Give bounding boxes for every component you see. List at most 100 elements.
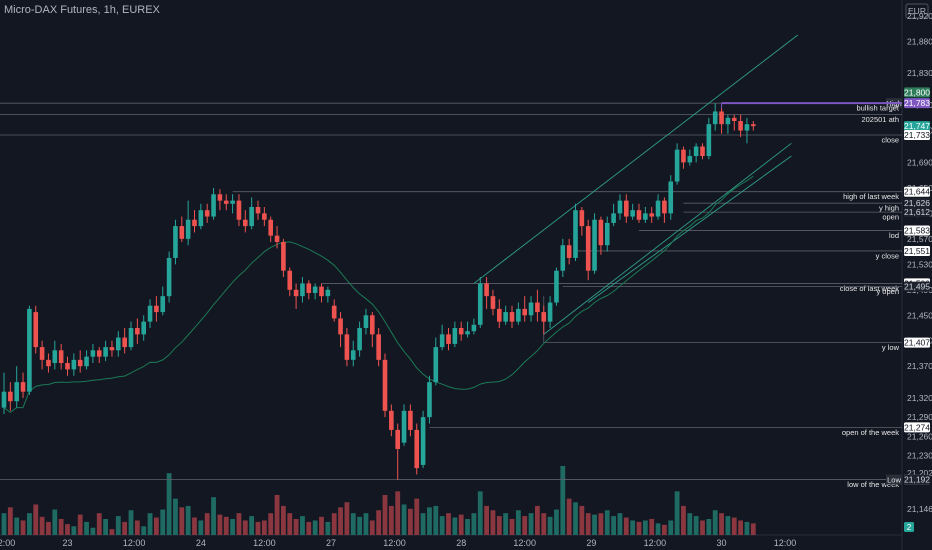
candle-body: [611, 213, 616, 223]
price-badge-text: 21,644: [904, 187, 930, 197]
candle-body: [439, 334, 445, 348]
volume-bar: [700, 520, 705, 535]
candle-body: [141, 321, 146, 335]
volume-bar: [300, 516, 305, 535]
price-badge-text: 21,626: [904, 198, 930, 208]
candle: [65, 356, 70, 376]
candle-body: [293, 289, 299, 297]
candle-body: [166, 257, 172, 297]
volume-bar: [7, 507, 13, 535]
candle: [566, 238, 572, 265]
candle-body: [96, 350, 102, 357]
volume-bar: [585, 513, 591, 535]
y-tick-label: 21,880: [907, 36, 932, 46]
volume-badge: [904, 522, 914, 532]
x-tick-label: 12:00: [774, 538, 797, 548]
candle-body: [58, 350, 64, 364]
candle-body: [446, 334, 451, 344]
candle-body: [408, 410, 413, 430]
x-tick-label: 12:00: [383, 538, 406, 548]
volume-bar: [211, 497, 216, 535]
candle: [293, 283, 299, 309]
trend-channel-line: [587, 155, 792, 303]
candle-body: [103, 347, 108, 357]
level-label: open of the week: [842, 428, 899, 437]
candle: [204, 203, 210, 223]
volume-bar: [477, 491, 483, 535]
price-badge: [904, 121, 930, 132]
candle: [255, 200, 261, 220]
volume-bar: [173, 498, 178, 535]
volume-bar: [471, 513, 477, 535]
candle: [744, 117, 750, 144]
candle-body: [541, 312, 547, 322]
volume-bar: [655, 523, 661, 535]
volume-bar: [706, 519, 712, 535]
candle: [46, 353, 51, 373]
candle: [90, 343, 96, 364]
candle: [643, 206, 648, 223]
candle: [236, 194, 242, 227]
y-tick-label: 21,260: [907, 431, 932, 441]
candle-body: [624, 200, 629, 217]
volume-bar: [433, 505, 439, 535]
candle-body: [52, 350, 58, 364]
volume-bar: [535, 505, 540, 535]
candle-body: [731, 117, 737, 122]
candle-body: [109, 347, 115, 351]
candle-body: [20, 382, 26, 392]
volume-bar: [46, 521, 51, 535]
volume-bar: [223, 516, 229, 535]
candle-body: [14, 382, 19, 402]
candle: [185, 200, 191, 246]
volume-bar: [319, 516, 324, 535]
candle: [535, 289, 540, 322]
candle-body: [693, 146, 699, 157]
candle: [465, 321, 470, 338]
candle: [547, 296, 553, 329]
x-tick-label: 23: [62, 538, 72, 548]
candle-body: [223, 200, 229, 204]
price-badge: [904, 337, 930, 348]
volume-bar: [541, 513, 547, 535]
price-badge: [904, 87, 930, 98]
candle: [395, 423, 400, 480]
x-tick-label: 24: [196, 538, 206, 548]
candle: [433, 337, 439, 386]
candle-body: [71, 359, 77, 370]
level-label: lod: [889, 231, 899, 240]
candle-body: [370, 315, 375, 335]
price-badge: [904, 422, 930, 433]
candle: [198, 203, 204, 230]
volume-bar: [147, 513, 153, 535]
candle: [617, 194, 623, 220]
y-tick-label: 21,290: [907, 412, 932, 422]
level-label: y high: [879, 204, 899, 213]
candle-body: [331, 305, 337, 319]
candle: [427, 375, 432, 424]
price-badge-text: 21,612: [904, 207, 930, 217]
candle-body: [674, 149, 680, 182]
candle: [554, 267, 559, 306]
candle: [14, 366, 19, 408]
candle: [103, 340, 108, 362]
x-tick-label: 27: [326, 538, 336, 548]
volume-bar: [103, 519, 108, 535]
candle-body: [84, 356, 89, 367]
candle: [376, 328, 381, 367]
candle-body: [27, 308, 32, 392]
candle-body: [744, 124, 750, 131]
candle: [649, 206, 654, 223]
x-tick-label: 12:00: [513, 538, 536, 548]
volume-bar: [363, 513, 369, 535]
candle: [738, 114, 743, 137]
volume-bar: [154, 517, 159, 535]
candle: [497, 299, 502, 329]
candle-body: [465, 331, 470, 335]
candle-body: [427, 382, 432, 418]
candle: [611, 203, 616, 227]
volume-bar: [1, 513, 7, 535]
volume-bar: [166, 473, 172, 535]
price-badge: [904, 474, 930, 485]
